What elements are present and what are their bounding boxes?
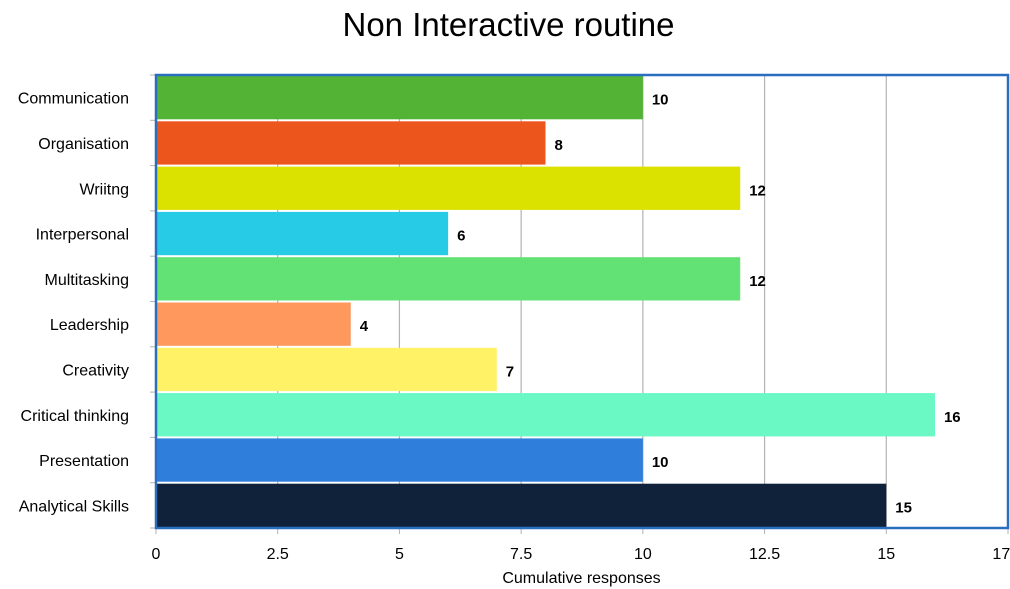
category-label: Communication bbox=[18, 91, 129, 108]
bar bbox=[156, 347, 497, 392]
x-tick-label: 0 bbox=[152, 546, 161, 563]
bar bbox=[156, 438, 643, 482]
data-label: 15 bbox=[895, 499, 912, 516]
data-label: 8 bbox=[554, 137, 562, 154]
category-label: Analytical Skills bbox=[19, 498, 129, 515]
data-label: 12 bbox=[749, 182, 766, 199]
bar bbox=[156, 257, 741, 301]
axes: 0 2.5 5 7.5 10 12.5 15 17.5 Communication Organis… bbox=[18, 73, 1010, 563]
bar bbox=[156, 211, 449, 256]
x-tick-label: 7.5 bbox=[510, 546, 532, 563]
data-label: 6 bbox=[457, 228, 465, 245]
x-tick-label: 10 bbox=[634, 546, 652, 563]
bar bbox=[156, 121, 546, 165]
bar bbox=[156, 76, 643, 120]
x-tick-label: 15 bbox=[877, 546, 895, 563]
category-label: Critical thinking bbox=[21, 408, 129, 425]
data-label: 10 bbox=[652, 92, 669, 109]
bar bbox=[156, 483, 887, 527]
x-axis-title: Cumulative responses bbox=[502, 570, 661, 587]
x-tick-label: 12.5 bbox=[749, 546, 780, 563]
data-labels: 10 8 12 6 12 4 7 16 10 15 bbox=[360, 92, 961, 517]
bar bbox=[156, 393, 935, 437]
category-label: Multitasking bbox=[45, 272, 129, 289]
chart-title: Non Interactive routine bbox=[342, 6, 675, 43]
data-label: 16 bbox=[944, 409, 961, 426]
category-label: Presentation bbox=[39, 453, 129, 470]
x-tick-label: 5 bbox=[395, 546, 404, 563]
x-tick-label: 17.5 bbox=[992, 546, 1010, 563]
data-label: 10 bbox=[652, 454, 669, 471]
plot-frame bbox=[154, 73, 1010, 530]
bars bbox=[156, 76, 935, 527]
data-label: 4 bbox=[360, 318, 369, 335]
category-label: Organisation bbox=[38, 136, 129, 153]
bar bbox=[156, 166, 741, 210]
category-label: Interpersonal bbox=[36, 227, 129, 244]
category-label: Leadership bbox=[50, 317, 129, 334]
data-label: 12 bbox=[749, 273, 766, 290]
x-tick-label: 2.5 bbox=[267, 546, 289, 563]
bar bbox=[156, 302, 351, 346]
category-label: Creativity bbox=[62, 362, 129, 379]
category-label: Wriitng bbox=[80, 181, 130, 198]
data-label: 7 bbox=[506, 363, 514, 380]
